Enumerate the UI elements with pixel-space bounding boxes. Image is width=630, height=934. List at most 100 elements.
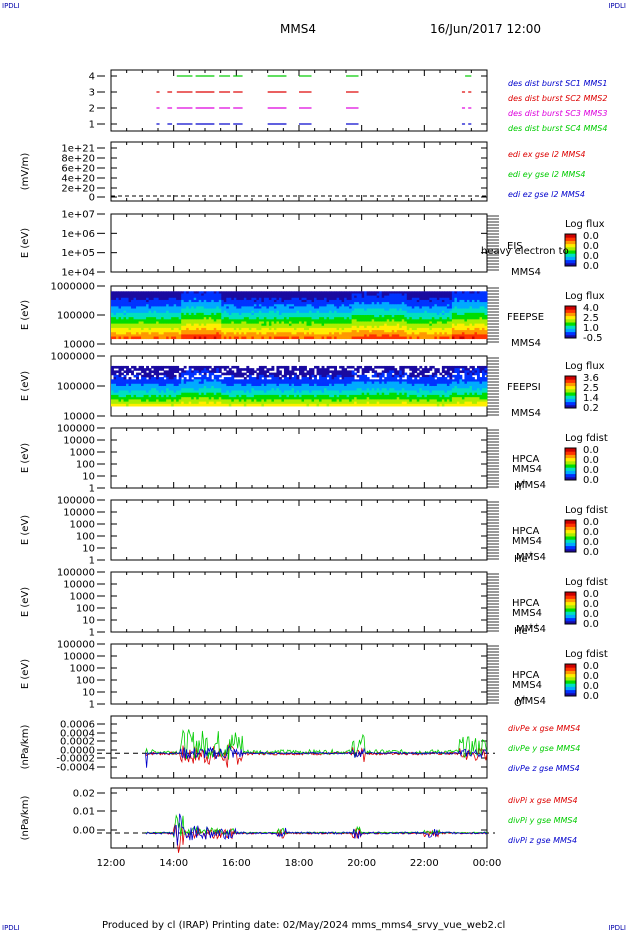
spectro-cell xyxy=(226,295,230,299)
spectro-cell xyxy=(128,330,132,333)
spectro-cell xyxy=(283,312,287,316)
spectro-cell xyxy=(158,302,162,305)
spectro-cell xyxy=(434,336,438,340)
spectro-cell xyxy=(379,297,383,301)
spectro-cell xyxy=(126,319,129,322)
spectro-cell xyxy=(203,321,207,325)
spectro-cell xyxy=(436,317,440,320)
colorbar-tick-label: 0.0 xyxy=(583,681,599,692)
spectro-cell xyxy=(186,310,190,314)
spectro-cell xyxy=(336,304,340,307)
spectro-cell xyxy=(183,381,187,385)
spectro-cell xyxy=(414,312,418,316)
spectro-cell xyxy=(208,332,212,335)
spectro-cell xyxy=(286,306,290,309)
spectro-cell xyxy=(161,368,165,371)
spectro-cell xyxy=(479,304,483,307)
spectro-cell xyxy=(158,336,162,340)
spectro-cell xyxy=(341,306,345,309)
spectro-cell xyxy=(176,308,180,312)
spectro-cell xyxy=(366,327,370,331)
spectro-cell xyxy=(441,297,445,301)
colorbar-segment xyxy=(565,395,576,399)
spectro-cell xyxy=(331,299,335,303)
spectro-cell xyxy=(261,312,265,316)
spectro-cell xyxy=(446,330,450,333)
spectro-cell xyxy=(286,321,290,325)
spectro-cell xyxy=(454,336,458,340)
spectro-cell xyxy=(218,295,222,299)
spectro-cell xyxy=(148,321,152,325)
spectro-cell xyxy=(311,310,315,314)
spectro-cell xyxy=(346,312,350,316)
spectro-cell xyxy=(379,330,383,333)
spectro-cell xyxy=(133,310,137,314)
spectro-cell xyxy=(291,308,295,312)
spectro-cell xyxy=(444,297,448,301)
spectro-cell xyxy=(434,299,438,303)
spectro-cell xyxy=(271,336,275,340)
spectro-cell xyxy=(399,310,403,314)
spectro-cell xyxy=(126,304,129,307)
spectro-cell xyxy=(346,310,350,314)
spectro-cell xyxy=(168,386,172,389)
spectro-cell xyxy=(116,334,119,337)
spectro-cell xyxy=(148,304,152,307)
panel-divpi xyxy=(97,787,488,849)
spectro-cell xyxy=(319,304,322,307)
spectro-cell xyxy=(156,365,160,369)
spectro-cell xyxy=(466,297,470,301)
y-axis-label: E (eV) xyxy=(20,587,31,617)
spectro-cell xyxy=(141,297,144,301)
spectro-cell xyxy=(183,310,187,314)
spectro-cell xyxy=(141,302,144,305)
spectro-cell xyxy=(198,323,202,327)
spectro-cell xyxy=(479,299,483,303)
spectro-cell xyxy=(131,372,134,376)
spectro-cell xyxy=(299,323,302,327)
spectro-cell xyxy=(331,334,335,337)
spectro-cell xyxy=(166,321,170,325)
spectro-cell xyxy=(309,295,312,299)
spectro-cell xyxy=(123,397,127,400)
spectro-cell xyxy=(146,394,149,398)
spectro-cell xyxy=(186,392,190,396)
spectro-cell xyxy=(446,323,450,327)
spectro-cell xyxy=(131,370,134,374)
spectro-cell xyxy=(278,308,282,312)
spectro-cell xyxy=(123,386,127,389)
spectro-cell xyxy=(266,336,270,340)
spectro-cell xyxy=(321,291,325,294)
colorbar-tick-label: 0.0 xyxy=(583,517,599,528)
spacecraft-label: MMS4 xyxy=(512,608,542,619)
spectro-cell xyxy=(233,332,237,335)
spectro-cell xyxy=(349,315,353,318)
spectro-cell xyxy=(414,330,418,333)
spectro-cell xyxy=(436,293,440,297)
spectro-cell xyxy=(329,306,332,309)
spectro-cell xyxy=(156,403,160,407)
spectro-cell xyxy=(141,321,144,325)
spectro-cell xyxy=(436,325,440,329)
spectro-cell xyxy=(464,297,468,301)
spectro-cell xyxy=(441,319,445,322)
spectro-cell xyxy=(291,321,295,325)
spectro-cell xyxy=(316,315,320,318)
spectro-cell xyxy=(176,383,180,387)
spectro-cell xyxy=(314,295,317,299)
spectro-cell xyxy=(131,319,134,322)
spectro-cell xyxy=(111,368,114,371)
spectro-cell xyxy=(356,299,360,303)
spectro-cell xyxy=(198,306,202,309)
spectro-cell xyxy=(136,383,139,387)
spectro-cell xyxy=(484,308,488,312)
spectro-cell xyxy=(203,330,207,333)
spectro-cell xyxy=(271,304,275,307)
spectro-cell xyxy=(126,306,129,309)
spectro-cell xyxy=(359,291,363,294)
spectro-cell xyxy=(454,306,458,309)
spectro-cell xyxy=(324,297,327,301)
spectro-cell xyxy=(381,321,385,325)
spectro-cell xyxy=(178,312,182,316)
spectro-cell xyxy=(121,315,124,318)
